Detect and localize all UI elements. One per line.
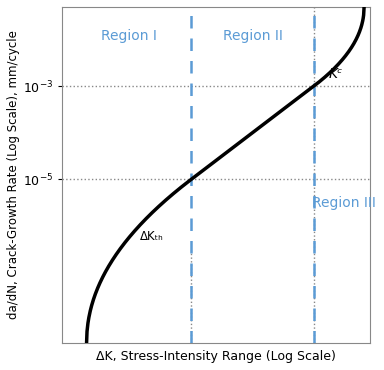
- Y-axis label: da/dN, Crack-Growth Rate (Log Scale), mm/cycle: da/dN, Crack-Growth Rate (Log Scale), mm…: [7, 31, 20, 319]
- Text: Kᶜ: Kᶜ: [328, 67, 343, 81]
- X-axis label: ΔK, Stress-Intensity Range (Log Scale): ΔK, Stress-Intensity Range (Log Scale): [96, 350, 336, 363]
- Text: Region II: Region II: [223, 29, 283, 43]
- Text: ΔKₜₕ: ΔKₜₕ: [139, 230, 163, 243]
- Text: Region I: Region I: [101, 29, 157, 43]
- Text: Region III: Region III: [312, 196, 376, 211]
